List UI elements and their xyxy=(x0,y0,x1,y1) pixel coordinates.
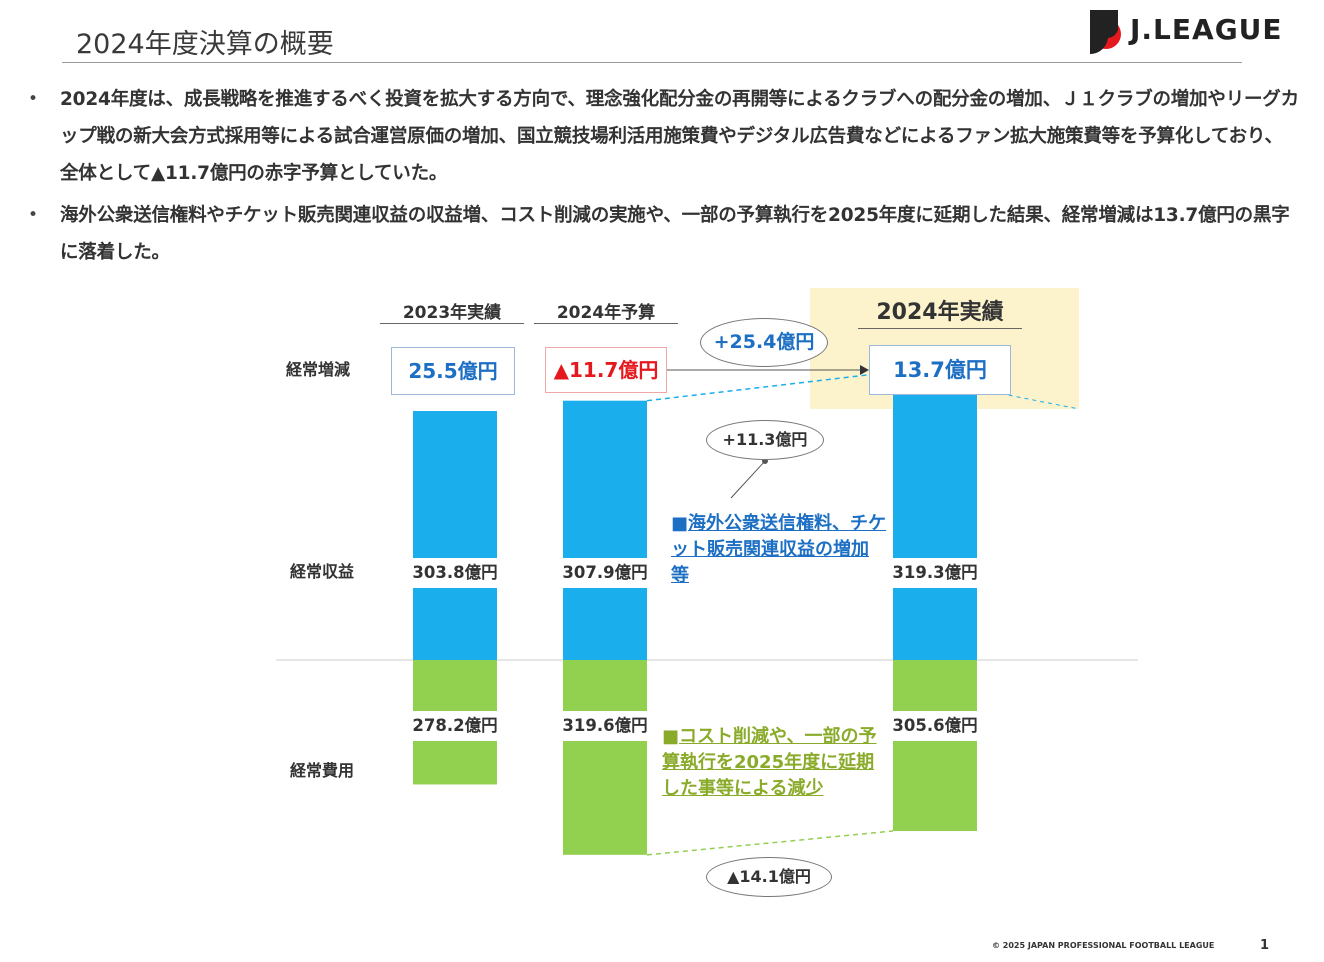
revenue-bar xyxy=(563,400,647,660)
revenue-bar xyxy=(893,371,977,660)
expense-bar xyxy=(893,660,977,832)
revenue-bar xyxy=(413,411,497,660)
expense-bar-label: 278.2億円 xyxy=(403,711,507,741)
ordinary-pl-value: 25.5億円 xyxy=(391,347,515,395)
category-underline xyxy=(380,323,524,324)
revenue-note: ■海外公衆送信権料、チケット販売関連収益の増加等 xyxy=(671,511,886,589)
bullet-text: 2024年度は、成長戦略を推進するべく投資を拡大する方向で、理念強化配分金の再開… xyxy=(60,89,1299,184)
expense-note: ■コスト削減や、一部の予算執行を2025年度に延期した事等による減少 xyxy=(662,724,887,802)
row-label-revenue: 経常収益 xyxy=(290,562,355,581)
revenue-bar-label: 307.9億円 xyxy=(553,558,657,588)
category-label: 2024年予算 xyxy=(556,303,656,323)
expense-change-connector xyxy=(646,830,894,856)
page-title: 2024年度決算の概要 xyxy=(76,29,334,60)
ordinary-pl-value: 13.7億円 xyxy=(869,345,1011,395)
pl-change-callout: +25.4億円 xyxy=(700,318,828,367)
expense-bar-label: 319.6億円 xyxy=(553,711,657,741)
expense-change-callout: ▲14.1億円 xyxy=(706,857,832,897)
page-number: 1 xyxy=(1260,938,1270,953)
note-marker: ■ xyxy=(671,513,689,534)
expense-bar xyxy=(563,660,647,855)
revenue-bar-label: 319.3億円 xyxy=(883,558,987,588)
title-divider xyxy=(62,62,1242,63)
revenue-change-callout: +11.3億円 xyxy=(706,420,824,460)
category-underline xyxy=(534,323,678,324)
footer-copyright: © 2025 JAPAN PROFESSIONAL FOOTBALL LEAGU… xyxy=(992,941,1215,950)
bullet-marker: • xyxy=(28,205,39,225)
revenue-bar-label: 303.8億円 xyxy=(403,558,507,588)
pl-arrow-head xyxy=(860,365,869,375)
revenue-note-text: 海外公衆送信権料、チケット販売関連収益の増加等 xyxy=(671,513,887,586)
note-marker: ■ xyxy=(662,726,680,747)
row-label-expense: 経常費用 xyxy=(290,761,355,780)
row-label-ordinary-pl: 経常増減 xyxy=(286,360,351,379)
category-underline xyxy=(858,328,1022,329)
revenue-change-connector xyxy=(646,371,894,402)
jleague-logo-icon xyxy=(1090,10,1121,55)
logo-wordmark: J.LEAGUE xyxy=(1130,13,1283,46)
category-label: 2024年実績 xyxy=(876,300,1004,325)
category-label: 2023年実績 xyxy=(402,303,502,323)
expense-note-text: コスト削減や、一部の予算執行を2025年度に延期した事等による減少 xyxy=(662,726,877,799)
ordinary-pl-value: ▲11.7億円 xyxy=(545,347,667,393)
callout-pointer xyxy=(730,460,766,499)
bullet-marker: • xyxy=(28,89,39,109)
bullet-text: 海外公衆送信権料やチケット販売関連収益の収益増、コスト削減の実施や、一部の予算執… xyxy=(60,205,1290,263)
expense-bar-label: 305.6億円 xyxy=(883,711,987,741)
